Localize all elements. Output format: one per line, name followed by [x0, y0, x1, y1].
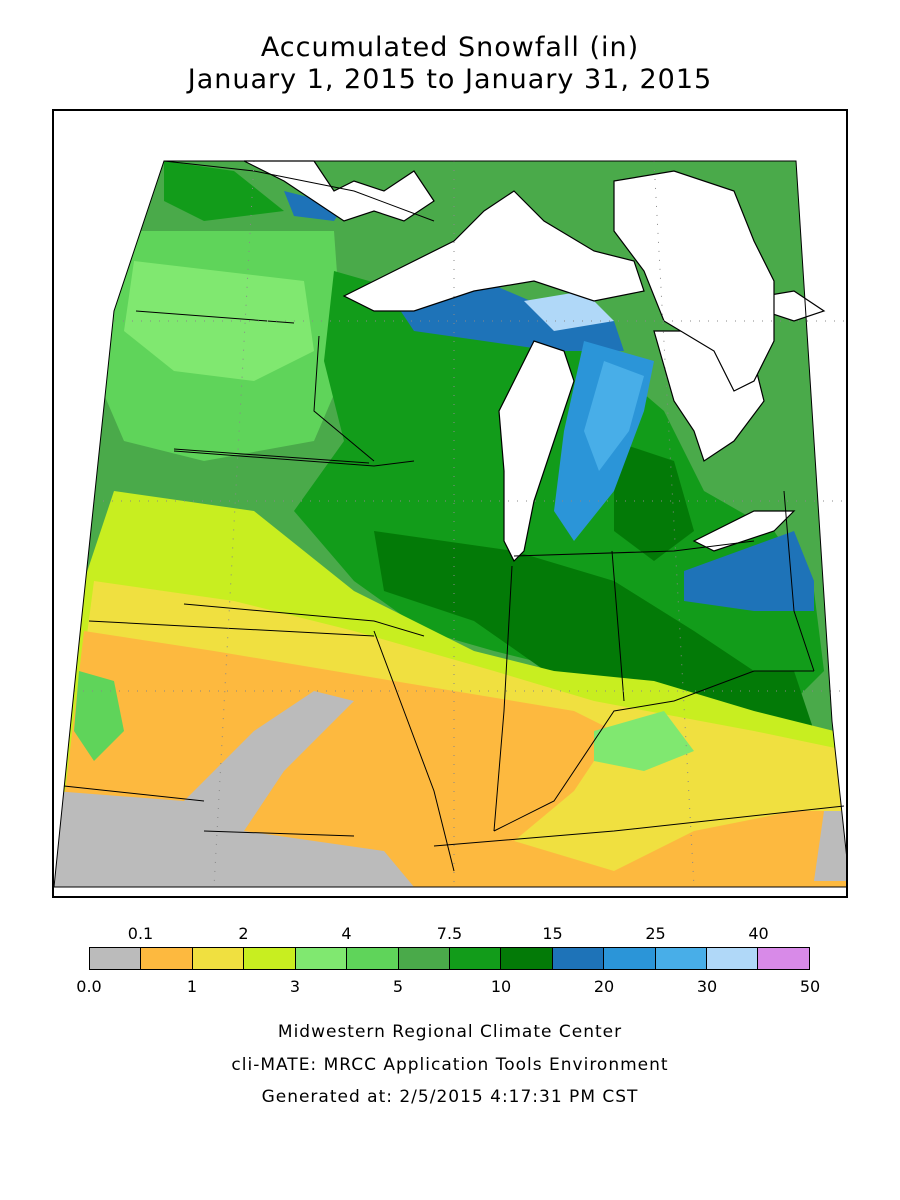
legend-swatch: [707, 948, 759, 969]
border-canada: [163, 160, 435, 222]
footer-organization: Midwestern Regional Climate Center: [277, 1022, 623, 1042]
legend-swatch: [449, 948, 502, 969]
border-mn-ia: [173, 448, 370, 464]
border-ks-ok: [63, 785, 205, 802]
contour-15-20-top: [284, 191, 344, 221]
contour-0.1-1: [54, 631, 846, 887]
legend-color-bar: [89, 947, 810, 970]
contour-4-5-west: [74, 671, 124, 761]
border-ohio-river: [493, 670, 814, 832]
legend-top-label: 7.5: [436, 924, 463, 943]
border-mn-wi: [313, 335, 375, 462]
border-ne-ks: [88, 620, 375, 637]
legend-swatch: [347, 948, 399, 969]
footer-generated-timestamp: Generated at: 2/5/2015 4:17:31 PM CST: [261, 1087, 639, 1107]
legend-top-label: 40: [748, 924, 769, 943]
legend-swatch: [758, 948, 809, 969]
contour-0-0.1-se: [814, 811, 846, 881]
legend-swatch: [398, 948, 450, 969]
contour-3-4-ky: [594, 711, 694, 771]
contour-15-20-ohio: [684, 531, 814, 611]
state-borders: [63, 160, 845, 872]
border-il-in: [493, 565, 513, 832]
canada-land-east: [613, 170, 775, 392]
snowfall-map: [54, 160, 846, 888]
legend-swatch: [295, 948, 348, 969]
legend-bottom-label: 3: [289, 977, 301, 996]
border-oh-pa: [783, 490, 815, 672]
legend-swatch: [552, 948, 605, 969]
border-mo-il: [373, 630, 455, 872]
legend-bottom-label: 50: [799, 977, 821, 996]
map-date-range: January 1, 2015 to January 31, 2015: [187, 64, 713, 95]
legend-top-label: 25: [645, 924, 666, 943]
legend-bottom-label: 5: [392, 977, 404, 996]
lake-michigan: [498, 340, 575, 563]
legend-swatch: [501, 948, 553, 969]
border-ia-mo: [183, 603, 425, 637]
contour-3-4: [124, 261, 314, 381]
lake-erie: [692, 510, 796, 552]
legend-bottom-label: 20: [593, 977, 615, 996]
legend-bottom-label: 0.0: [76, 977, 102, 996]
legend-top-label: 15: [542, 924, 563, 943]
contour-10-15-mi: [614, 441, 694, 561]
legend-top-label: 2: [238, 924, 249, 943]
map-title: Accumulated Snowfall (in): [260, 32, 640, 63]
contour-7.5-10-top: [164, 161, 284, 221]
map-domain-outline: [54, 160, 846, 888]
contour-0-0.1: [54, 691, 414, 887]
legend-swatch: [604, 948, 656, 969]
great-lakes: [243, 160, 826, 563]
legend-top-label: 4: [341, 924, 352, 943]
legend-top-label: 0.1: [127, 924, 154, 943]
border-mi-in-oh: [513, 540, 755, 557]
legend-swatch: [655, 948, 708, 969]
contour-25-30-lakeshore: [584, 361, 644, 471]
border-ky-tn: [433, 805, 845, 847]
legend-swatch: [141, 948, 193, 969]
border-mo-ar: [203, 830, 355, 837]
lake-superior: [342, 190, 645, 312]
legend-bottom-label: 30: [696, 977, 718, 996]
footer-application: cli-MATE: MRCC Application Tools Environ…: [231, 1055, 669, 1075]
legend-swatch: [244, 948, 296, 969]
border-in-oh: [611, 550, 625, 702]
legend-bottom-label: 10: [490, 977, 512, 996]
legend-bottom-label: 1: [186, 977, 198, 996]
graticule: [74, 160, 846, 888]
map-frame: [52, 109, 848, 898]
border-sd-ne: [173, 450, 415, 467]
legend-swatch: [192, 948, 245, 969]
legend-swatch: [90, 948, 142, 969]
